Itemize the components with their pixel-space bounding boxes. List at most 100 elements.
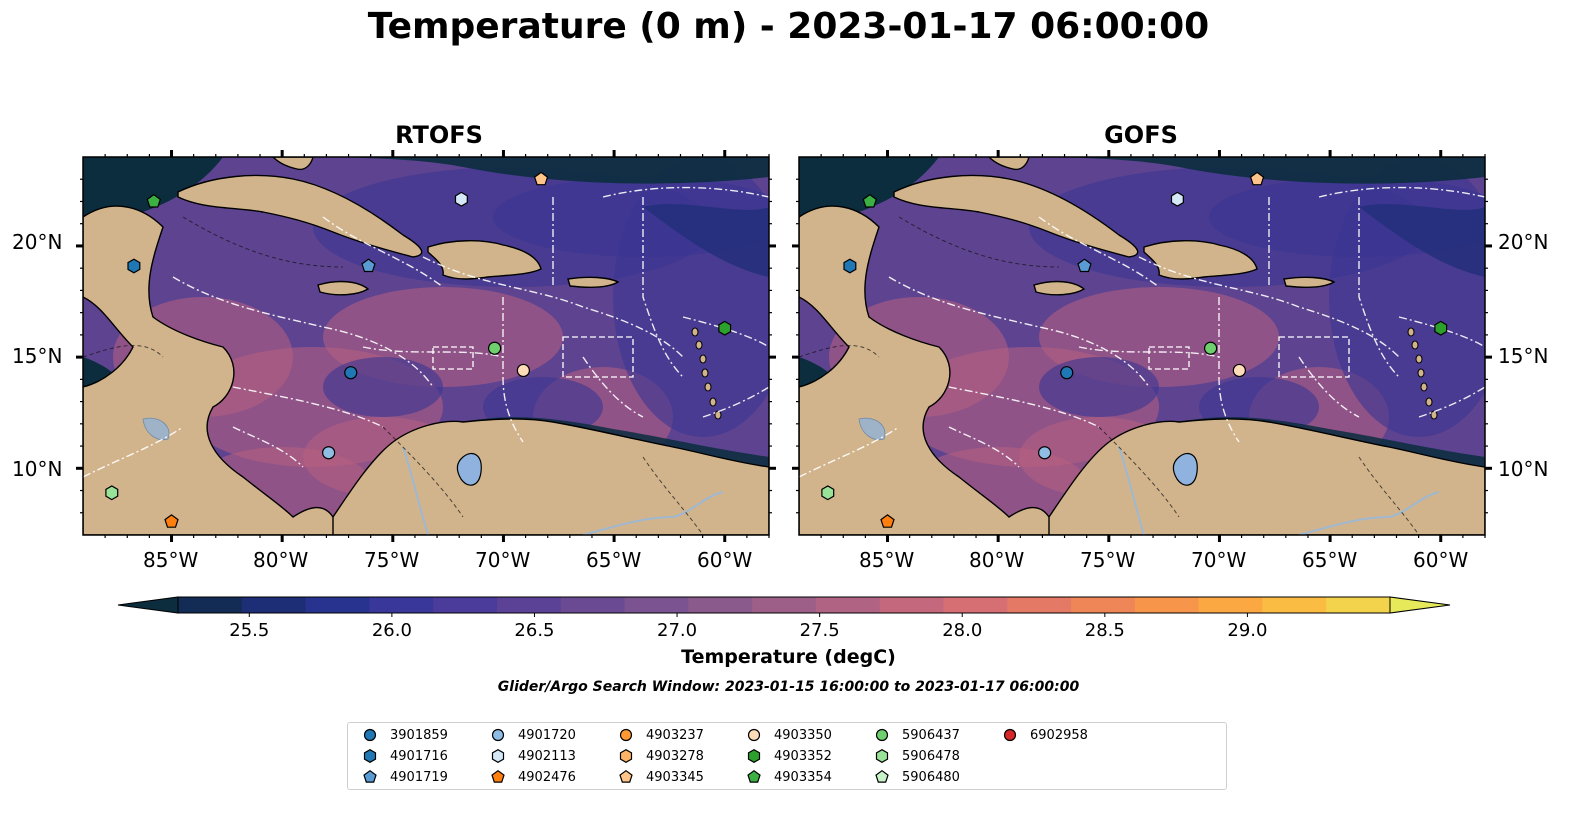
legend-item: 4903237: [618, 725, 704, 745]
eez-boundary: [172, 276, 434, 388]
legend-marker-shape: [363, 749, 377, 763]
legend-label: 4903352: [774, 748, 832, 764]
colorbar-segment: [1198, 597, 1263, 613]
legend-item: 4903352: [746, 746, 832, 766]
legend-item: 4902476: [490, 767, 576, 787]
argo-float-marker: [1077, 258, 1092, 273]
lake-maracaibo: [1172, 452, 1198, 486]
land-jamaica: [1033, 280, 1086, 296]
legend-marker-shape: [1003, 728, 1017, 742]
legend-label: 6902958: [1030, 727, 1088, 743]
legend-marker-shape: [875, 728, 889, 742]
colorbar-tick-label: 28.0: [942, 620, 983, 641]
colorbar-tick-label: 26.0: [371, 620, 412, 641]
colorbar-segment: [496, 597, 562, 613]
land-south-america: [1048, 418, 1485, 535]
hexagon-marker-icon: [875, 749, 889, 763]
legend-item: 5906478: [874, 746, 960, 766]
legend-item: 4903278: [618, 746, 704, 766]
colorbar-segment: [1007, 597, 1072, 613]
eez-boundary: [1038, 216, 1160, 288]
legend-item: 5906437: [874, 725, 960, 745]
colorbar: [117, 596, 1451, 617]
colorbar-extend-low: [117, 596, 179, 614]
search-window-note: Glider/Argo Search Window: 2023-01-15 16…: [497, 679, 1080, 695]
legend-label: 4903350: [774, 727, 832, 743]
argo-float-marker: [127, 258, 141, 274]
argo-float-marker: [105, 485, 119, 501]
argo-float-marker: [880, 514, 895, 528]
circle-marker-icon: [1003, 728, 1017, 742]
eez-boundary: [799, 426, 900, 478]
colorbar-segment: [1326, 597, 1391, 613]
lat-label: 10°N: [1498, 457, 1549, 481]
lon-label: 70°W: [475, 548, 531, 572]
legend-marker-shape: [491, 769, 505, 783]
figure-title: Temperature (0 m) - 2023-01-17 06:00:00: [367, 6, 1210, 47]
legend-item: 4902113: [490, 746, 576, 766]
eez-boundary: [702, 386, 769, 418]
legend: 3901859 4901716 4901719 4901720 4902113 49024…: [347, 722, 1227, 790]
lat-label: 20°N: [12, 230, 63, 254]
lon-label: 85°W: [859, 548, 915, 572]
legend-label: 5906437: [902, 727, 960, 743]
legend-label: 4903237: [646, 727, 704, 743]
hexagon-marker-icon: [747, 749, 761, 763]
colorbar-tick-label: 28.5: [1084, 620, 1125, 641]
colorbar-tick-label: 29.0: [1227, 620, 1268, 641]
legend-item: 4901719: [362, 767, 448, 787]
legend-label: 4903354: [774, 769, 832, 785]
circle-marker-icon: [491, 728, 505, 742]
pentagon-marker-icon: [491, 769, 505, 783]
eez-boundary: [502, 297, 524, 443]
lon-label: 65°W: [1302, 548, 1358, 572]
argo-float-marker: [344, 366, 358, 380]
colorbar-segment: [688, 597, 753, 613]
legend-marker-shape: [363, 728, 377, 742]
colorbar-tick-label: 27.5: [799, 620, 840, 641]
legend-marker-shape: [875, 769, 889, 783]
colorbar-segment: [560, 597, 626, 613]
lon-label: 60°W: [1413, 548, 1469, 572]
colorbar-segment: [879, 597, 944, 613]
eez-boundary: [1138, 256, 1400, 358]
colorbar-segment: [1262, 597, 1327, 613]
argo-float-marker: [516, 363, 530, 378]
argo-float-marker: [1204, 341, 1218, 355]
legend-label: 4903278: [646, 748, 704, 764]
legend-item: 4903345: [618, 767, 704, 787]
land-puerto-rico: [1283, 276, 1336, 288]
map-panel-rtofs[interactable]: [76, 150, 776, 542]
eez-boundary: [1078, 346, 1220, 358]
legend-label: 4902476: [518, 769, 576, 785]
argo-float-marker: [488, 341, 502, 355]
eez-boundary: [1218, 297, 1240, 443]
circle-marker-icon: [747, 728, 761, 742]
lon-label: 80°W: [969, 548, 1025, 572]
hexagon-marker-icon: [363, 749, 377, 763]
legend-label: 4902113: [518, 748, 576, 764]
land-cuba: [177, 174, 423, 258]
lat-label: 15°N: [12, 344, 63, 368]
land-hispaniola: [427, 240, 542, 280]
eez-boundary: [232, 426, 304, 468]
lon-label: 75°W: [364, 548, 420, 572]
legend-item: 4903350: [746, 725, 832, 745]
argo-float-marker: [1170, 191, 1184, 207]
colorbar-segment: [1134, 597, 1200, 613]
legend-marker-shape: [619, 728, 633, 742]
lon-label: 80°W: [253, 548, 309, 572]
argo-float-marker: [361, 258, 376, 273]
colorbar-segment: [624, 597, 689, 613]
colorbar-label: Temperature (degC): [681, 646, 896, 668]
map-panel-gofs[interactable]: [792, 150, 1492, 542]
colorbar-tick-label: 25.5: [229, 620, 270, 641]
eez-boundary: [888, 276, 1150, 388]
argo-float-marker: [146, 193, 162, 208]
legend-marker-shape: [747, 749, 761, 763]
colorbar-segment: [305, 597, 370, 613]
eez-boundary: [948, 426, 1020, 468]
land-central-america: [799, 205, 1071, 535]
legend-marker-shape: [875, 749, 889, 763]
colorbar-segment: [178, 597, 243, 613]
